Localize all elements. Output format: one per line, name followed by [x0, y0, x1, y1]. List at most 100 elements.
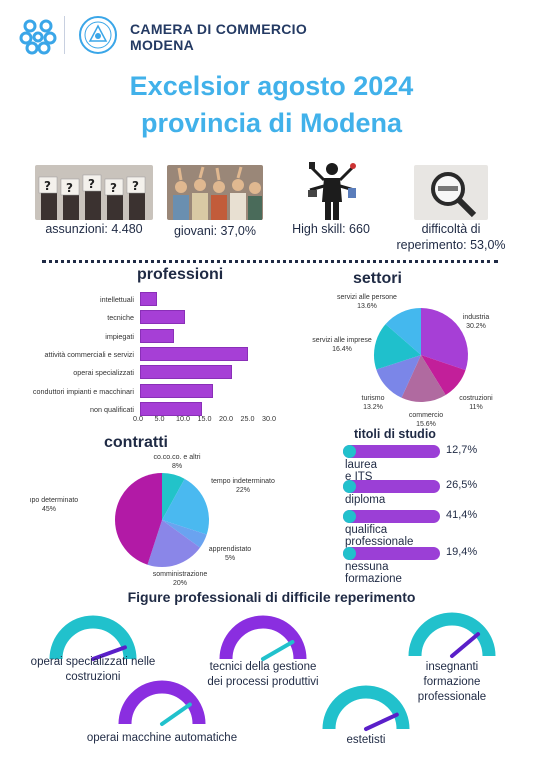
titoli-label: qualifica professionale: [345, 524, 414, 548]
contratti-pie-chart: co.co.co. e altri 8% tempo indeterminato 22…: [30, 454, 275, 587]
gauge-icon: [408, 612, 496, 658]
professioni-bar: [140, 401, 203, 416]
contratti-slice-value: 22%: [236, 487, 250, 494]
stat-difficolta-line1: difficoltà di: [421, 222, 481, 236]
titoli-percentage: 41,4%: [446, 509, 478, 521]
contratti-title: contratti: [104, 434, 168, 451]
figure-label-line: costruzioni: [65, 671, 121, 683]
titoli-percentage: 26,5%: [446, 479, 478, 491]
gauge-icon: [49, 615, 137, 661]
contratti-slice-label: somministrazione: [153, 571, 208, 578]
professioni-bar: [140, 328, 175, 343]
brand-line-1: CAMERA DI COMMERCIO: [130, 21, 308, 37]
professioni-bar: [140, 292, 158, 306]
gauge-icon: [322, 685, 410, 731]
professioni-title: professioni: [137, 266, 224, 283]
contratti-slice-value: 5%: [225, 555, 235, 562]
young-people-photo: [167, 165, 263, 220]
professioni-category-label: impiegati: [105, 331, 134, 341]
titoli-bar-knob: [343, 547, 356, 560]
titoli-bar: [343, 445, 440, 458]
professioni-bar: [140, 365, 233, 380]
figure-label: operai specializzati nelle costruzioni: [0, 655, 188, 685]
professioni-tick-label: 20.0: [219, 414, 233, 423]
settori-slice-value: 11%: [469, 404, 483, 411]
titoli-percentage: 19,4%: [446, 546, 478, 558]
titoli-title: titoli di studio: [354, 427, 436, 441]
settori-slice-label: costruzioni: [459, 395, 493, 402]
titoli-bar: [343, 480, 440, 493]
svg-text:?: ?: [110, 181, 117, 195]
settori-slice-label: turismo: [362, 395, 385, 402]
gauge-needle: [160, 702, 192, 726]
gauge-icon: [118, 680, 206, 726]
svg-text:?: ?: [66, 181, 73, 195]
settori-slice-value: 30.2%: [466, 323, 486, 330]
contratti-slice-label: tempo indeterminato: [211, 478, 275, 485]
professioni-bar: [140, 346, 248, 361]
figure-label: tecnici della gestione dei processi produ…: [178, 660, 348, 690]
seal-icon: [79, 16, 117, 54]
stat-difficolta: difficoltà di reperimento: 53,0%: [386, 221, 516, 253]
settori-slice-value: 13.2%: [363, 404, 383, 411]
figure-label-line: estetisti: [346, 734, 386, 746]
titoli-bar-knob: [343, 445, 356, 458]
figure-label-line: operai specializzati nelle: [30, 656, 156, 668]
settori-title: settori: [353, 270, 402, 287]
figure-label-line: insegnanti: [425, 661, 479, 673]
settori-slice: [421, 355, 466, 395]
question-signs-photo: ?????: [35, 165, 153, 220]
settori-slice: [374, 324, 421, 370]
figure-label: estetisti: [306, 733, 426, 748]
professioni-category-label: attività commerciali e servizi: [44, 349, 134, 359]
settori-slice-label: commercio: [409, 412, 443, 419]
gauge-needle: [91, 645, 127, 661]
professioni-category-label: tecniche: [107, 313, 134, 323]
figure-label-line: formazione: [423, 676, 481, 688]
contratti-slice-value: 45%: [42, 506, 56, 513]
contratti-slice-label: tempo determinato: [30, 497, 78, 504]
settori-slice-label: servizi alle persone: [337, 294, 397, 301]
brand-line-2: MODENA: [130, 37, 195, 53]
titoli-bar-knob: [343, 510, 356, 523]
settori-slice-label: industria: [463, 314, 490, 321]
page-subtitle: provincia di Modena: [140, 108, 403, 138]
page-title: Excelsior agosto 2024: [129, 71, 414, 101]
contratti-slice-value: 20%: [173, 580, 187, 587]
contratti-slice: [162, 473, 185, 520]
professioni-category-label: non qualificati: [90, 404, 134, 414]
chamber-logo-icon: [19, 19, 57, 55]
settori-slice: [401, 355, 446, 402]
figure-label: insegnanti formazione professionale: [387, 660, 517, 705]
figure-label-line: tecnici della gestione: [209, 661, 317, 673]
figure-label: operai macchine automatiche: [52, 731, 272, 746]
professioni-category-label: conduttori impianti e macchinari: [32, 386, 134, 396]
settori-slice-label: servizi alle imprese: [312, 337, 372, 344]
settori-slice-value: 16.4%: [332, 346, 352, 353]
titoli-label: diploma: [345, 494, 386, 506]
section-divider: [42, 260, 498, 263]
stat-assunzioni: assunzioni: 4.480: [45, 222, 143, 236]
figure-title: Figure professionali di difficile reperi…: [127, 589, 416, 605]
settori-slice: [385, 308, 421, 355]
stat-high-skill: High skill: 660: [292, 222, 370, 236]
settori-pie-chart: industria 30.2% costruzioni 11% commercio 15.…: [312, 294, 493, 428]
titoli-label: nessuna formazione: [345, 561, 402, 585]
svg-text:?: ?: [132, 179, 139, 193]
gauge-needle: [364, 712, 399, 731]
professioni-tick-label: 15.0: [197, 414, 212, 423]
figure-label-line: operai macchine automatiche: [86, 732, 238, 744]
settori-slice-value: 13.6%: [357, 303, 377, 310]
professioni-tick-label: 10.0: [176, 414, 190, 423]
professioni-tick-label: 30.0: [262, 414, 276, 423]
logo-separator: [64, 16, 65, 54]
stat-difficolta-line2: reperimento: 53,0%: [396, 238, 506, 252]
figure-label-line: professionale: [417, 691, 487, 703]
titoli-bar: [343, 510, 440, 523]
contratti-slice: [162, 520, 207, 548]
magnifier-photo: [414, 165, 488, 220]
contratti-slice: [162, 478, 210, 535]
professioni-tick-label: 0.0: [133, 414, 143, 423]
titoli-percentage: 12,7%: [446, 444, 478, 456]
stat-giovani: giovani: 37,0%: [173, 224, 256, 238]
